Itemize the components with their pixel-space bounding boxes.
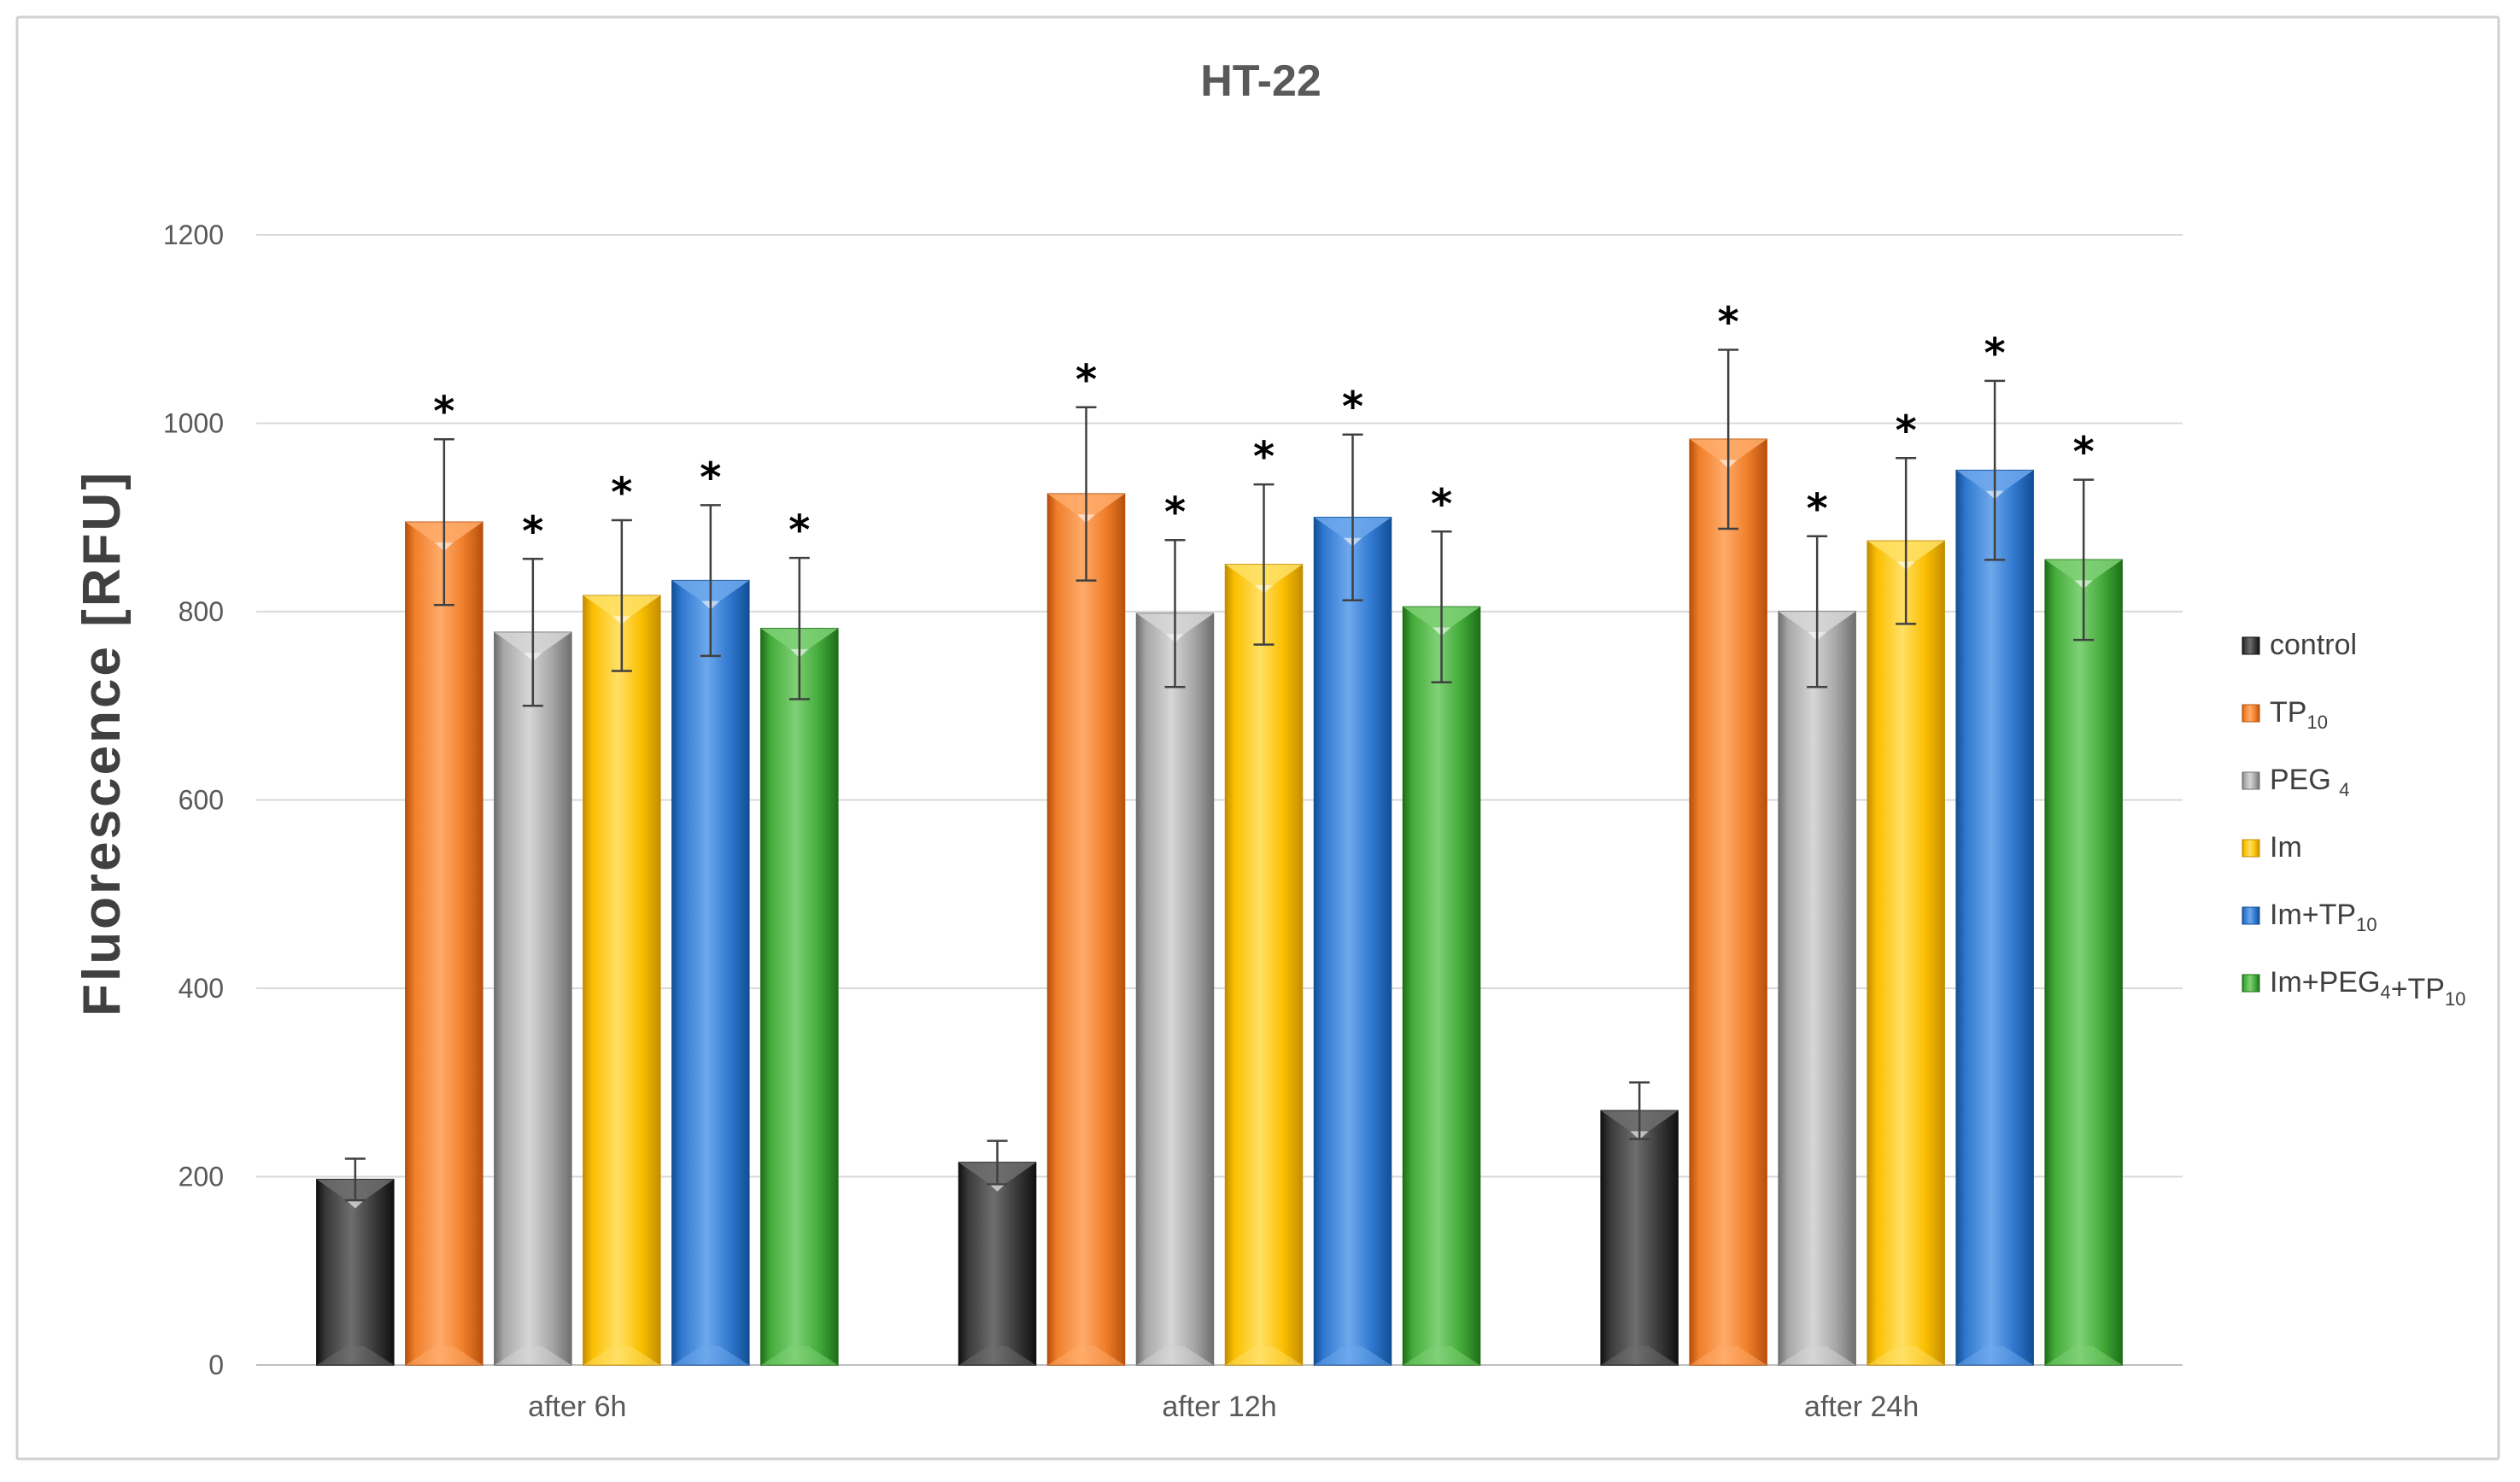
y-tick-label: 1000 bbox=[163, 408, 224, 439]
bar-base bbox=[1601, 1346, 1679, 1365]
y-axis-label: Fluorescence [RFU] bbox=[73, 470, 132, 1016]
legend-swatch bbox=[2242, 839, 2260, 858]
bar-base bbox=[1690, 1346, 1767, 1365]
significance-star: * bbox=[611, 469, 632, 517]
legend: control TP10 PEG 4 Im Im+TP10 Im+PEG4+TP10 bbox=[2242, 629, 2465, 1010]
bar-base bbox=[494, 1346, 571, 1365]
y-tick-label: 400 bbox=[179, 973, 224, 1004]
significance-star: * bbox=[1896, 407, 1917, 454]
chart-title: HT-22 bbox=[1200, 56, 1322, 106]
legend-label: control bbox=[2270, 629, 2357, 661]
bar-peg-4-1 bbox=[494, 631, 572, 1366]
bar-base bbox=[583, 1346, 660, 1365]
significance-star: * bbox=[1253, 433, 1275, 481]
legend-label: TP10 bbox=[2270, 696, 2328, 733]
significance-star: * bbox=[522, 507, 543, 555]
error-bars bbox=[344, 349, 2095, 1202]
significance-star: * bbox=[433, 388, 454, 436]
bar-base bbox=[405, 1346, 483, 1365]
bar-base bbox=[1225, 1346, 1303, 1365]
x-axis-categories: after 6h after 12h after 24h bbox=[528, 1391, 1919, 1423]
significance-markers: * * * * * * * * * * * * * * * bbox=[433, 299, 2094, 556]
bar-tp10-1 bbox=[405, 521, 483, 1366]
bar-base bbox=[958, 1346, 1036, 1365]
bar-base bbox=[1047, 1346, 1125, 1365]
bar-peg-4-3 bbox=[1778, 611, 1856, 1366]
bar-im-tp10-2 bbox=[1313, 517, 1392, 1366]
y-axis-ticks: 0 200 400 600 800 1000 1200 bbox=[163, 220, 224, 1380]
x-category-label: after 6h bbox=[528, 1391, 626, 1423]
significance-star: * bbox=[1984, 330, 2006, 378]
bar-tp10-3 bbox=[1689, 438, 1767, 1366]
x-category-label: after 12h bbox=[1162, 1391, 1276, 1423]
bar-im-peg4-tp10-2 bbox=[1402, 606, 1481, 1366]
bars bbox=[316, 438, 2123, 1366]
significance-star: * bbox=[700, 454, 721, 501]
significance-star: * bbox=[1164, 489, 1186, 536]
significance-star: * bbox=[788, 507, 810, 554]
significance-star: * bbox=[1718, 299, 1739, 347]
legend-label: Im+TP10 bbox=[2270, 899, 2377, 935]
bar-base bbox=[2045, 1346, 2123, 1365]
bar-im-peg4-tp10-1 bbox=[760, 628, 839, 1366]
y-tick-label: 1200 bbox=[163, 220, 224, 250]
significance-star: * bbox=[1807, 485, 1828, 533]
y-tick-label: 0 bbox=[208, 1350, 224, 1380]
bar-base bbox=[1314, 1346, 1392, 1365]
y-tick-label: 200 bbox=[179, 1162, 224, 1192]
y-tick-label: 800 bbox=[179, 596, 224, 627]
legend-swatch bbox=[2242, 704, 2260, 723]
gridlines bbox=[256, 234, 2183, 1366]
legend-swatch bbox=[2242, 636, 2260, 655]
bar-tp10-2 bbox=[1046, 493, 1126, 1366]
bar-im-peg4-tp10-3 bbox=[2044, 559, 2123, 1366]
bar-im-tp10-1 bbox=[671, 579, 750, 1366]
bar-base bbox=[1867, 1346, 1945, 1365]
bar-base bbox=[316, 1346, 394, 1365]
bar-base bbox=[1779, 1346, 1856, 1365]
legend-label: Im bbox=[2270, 831, 2302, 864]
bar-base bbox=[671, 1346, 749, 1365]
bar-im-2 bbox=[1224, 564, 1304, 1366]
bar-base bbox=[1403, 1346, 1480, 1365]
x-category-label: after 24h bbox=[1804, 1391, 1919, 1423]
bar-control-3 bbox=[1600, 1110, 1679, 1366]
legend-swatch bbox=[2242, 906, 2260, 925]
bar-cap-highlight bbox=[346, 1199, 365, 1209]
legend-swatch bbox=[2242, 974, 2260, 993]
legend-label: PEG 4 bbox=[2270, 764, 2350, 800]
bar-base bbox=[1956, 1346, 2034, 1365]
bar-control-2 bbox=[958, 1162, 1037, 1366]
bar-base bbox=[760, 1346, 838, 1365]
legend-label: Im+PEG4+TP10 bbox=[2270, 966, 2465, 1010]
bar-peg-4-2 bbox=[1135, 612, 1215, 1366]
bar-im-tp10-3 bbox=[1955, 469, 2034, 1366]
significance-star: * bbox=[1342, 384, 1363, 431]
bar-im-3 bbox=[1867, 540, 1945, 1366]
legend-swatch bbox=[2242, 771, 2260, 790]
significance-star: * bbox=[1431, 480, 1452, 528]
significance-star: * bbox=[1075, 356, 1097, 404]
y-tick-label: 600 bbox=[179, 785, 224, 816]
bar-base bbox=[1136, 1346, 1214, 1365]
bar-im-1 bbox=[583, 595, 661, 1366]
significance-star: * bbox=[2073, 429, 2095, 477]
